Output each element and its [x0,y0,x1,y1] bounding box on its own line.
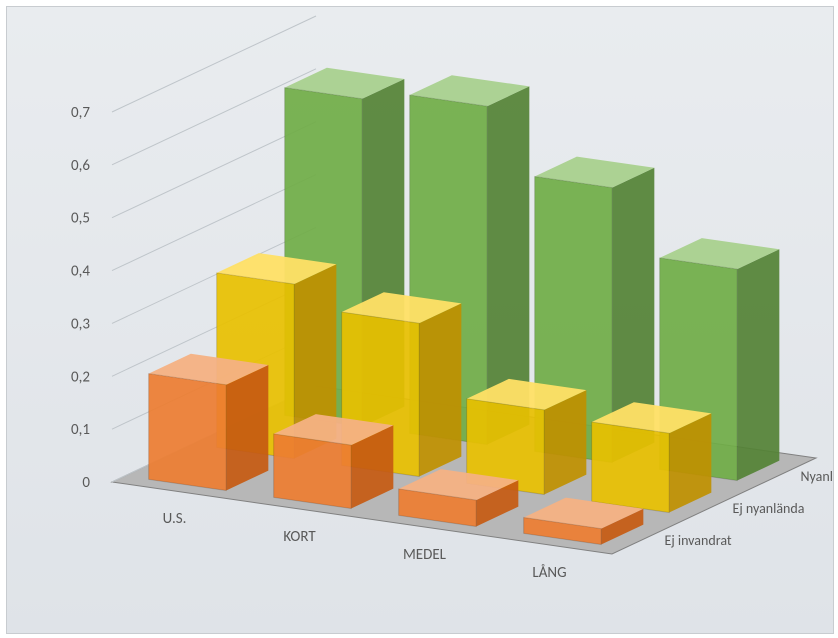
bar-side [737,249,779,480]
y-tick-label: 0 [82,474,90,492]
category-label: LÅNG [532,564,566,582]
y-tick-label: 0,7 [71,104,90,122]
bar-side [419,303,461,476]
y-tick-label: 0,6 [71,157,90,175]
bar-side [226,365,268,491]
y-tick-label: 0,2 [71,368,90,386]
bar-front [274,434,352,509]
y-tick-label: 0,5 [71,210,90,228]
category-label: MEDEL [403,546,447,564]
category-label: KORT [283,528,316,546]
chart-container: 0 0,1 0,2 0,3 0,4 0,5 0,6 0,7 Ej invandratEj nya… [6,6,834,634]
series-label: Ej invandrat [665,532,732,549]
bar3d-chart: 0 0,1 0,2 0,3 0,4 0,5 0,6 0,7 Ej invandratEj nya… [7,7,833,633]
y-tick-label: 0,1 [71,421,90,439]
category-label: U.S. [163,510,187,528]
bar-front [149,374,227,491]
bar-front [592,422,670,512]
series-label: Nyanlända [801,468,834,485]
y-tick-label: 0,3 [71,315,90,333]
y-tick-label: 0,4 [71,263,90,281]
series-label: Ej nyanlända [733,500,805,517]
